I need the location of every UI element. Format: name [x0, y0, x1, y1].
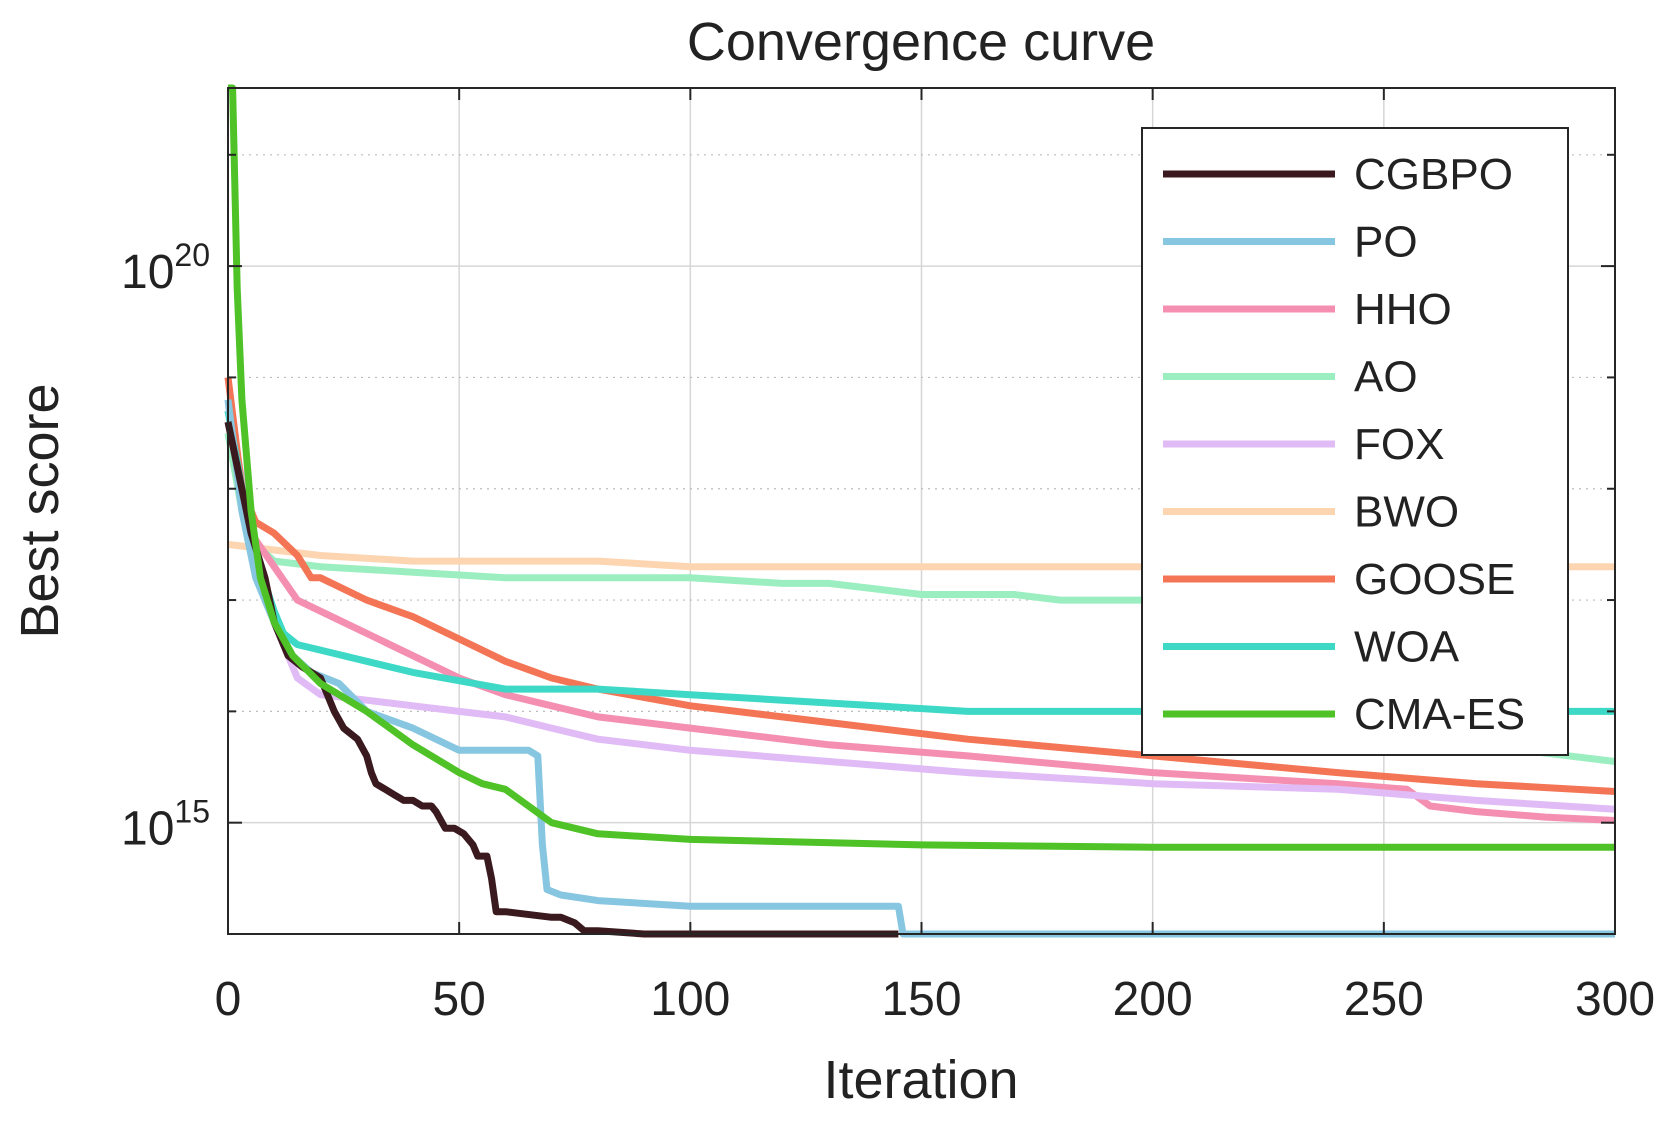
y-tick-base: 10 — [121, 803, 174, 856]
chart-title: Convergence curve — [687, 12, 1155, 72]
legend-label-cgbpo: CGBPO — [1354, 150, 1513, 199]
legend-label-woa: WOA — [1354, 623, 1460, 672]
series-line-cma-es — [228, 84, 1615, 851]
y-tick-base: 10 — [121, 246, 174, 299]
legend-label-goose: GOOSE — [1354, 555, 1515, 604]
series-line-hho — [224, 421, 1616, 824]
legend-label-po: PO — [1354, 218, 1418, 267]
y-tick-exponent: 15 — [174, 794, 210, 830]
x-tick-label: 150 — [881, 973, 961, 1026]
legend-label-ao: AO — [1354, 353, 1418, 402]
legend-label-hho: HHO — [1354, 285, 1452, 334]
legend-label-fox: FOX — [1354, 420, 1444, 469]
x-tick-label: 50 — [432, 973, 485, 1026]
legend-label-cma-es: CMA-ES — [1354, 690, 1525, 739]
x-tick-label: 0 — [215, 973, 242, 1026]
y-tick-exponent: 20 — [174, 237, 210, 273]
x-axis-label: Iteration — [823, 1050, 1018, 1110]
y-axis-label: Best score — [10, 383, 70, 638]
legend: CGBPO PO HHO AO FOX BWO GOOSE WOA CMA-ES — [1141, 127, 1569, 756]
y-tick-label: 1020 — [121, 237, 210, 299]
y-tick-label: 1015 — [121, 794, 210, 856]
x-tick-label: 300 — [1575, 973, 1655, 1026]
series-line-goose — [224, 376, 1616, 795]
x-tick-label: 100 — [650, 973, 730, 1026]
x-tick-label: 200 — [1113, 973, 1193, 1026]
series-lines — [224, 84, 1616, 938]
legend-label-bwo: BWO — [1354, 488, 1459, 537]
x-tick-label: 250 — [1344, 973, 1424, 1026]
